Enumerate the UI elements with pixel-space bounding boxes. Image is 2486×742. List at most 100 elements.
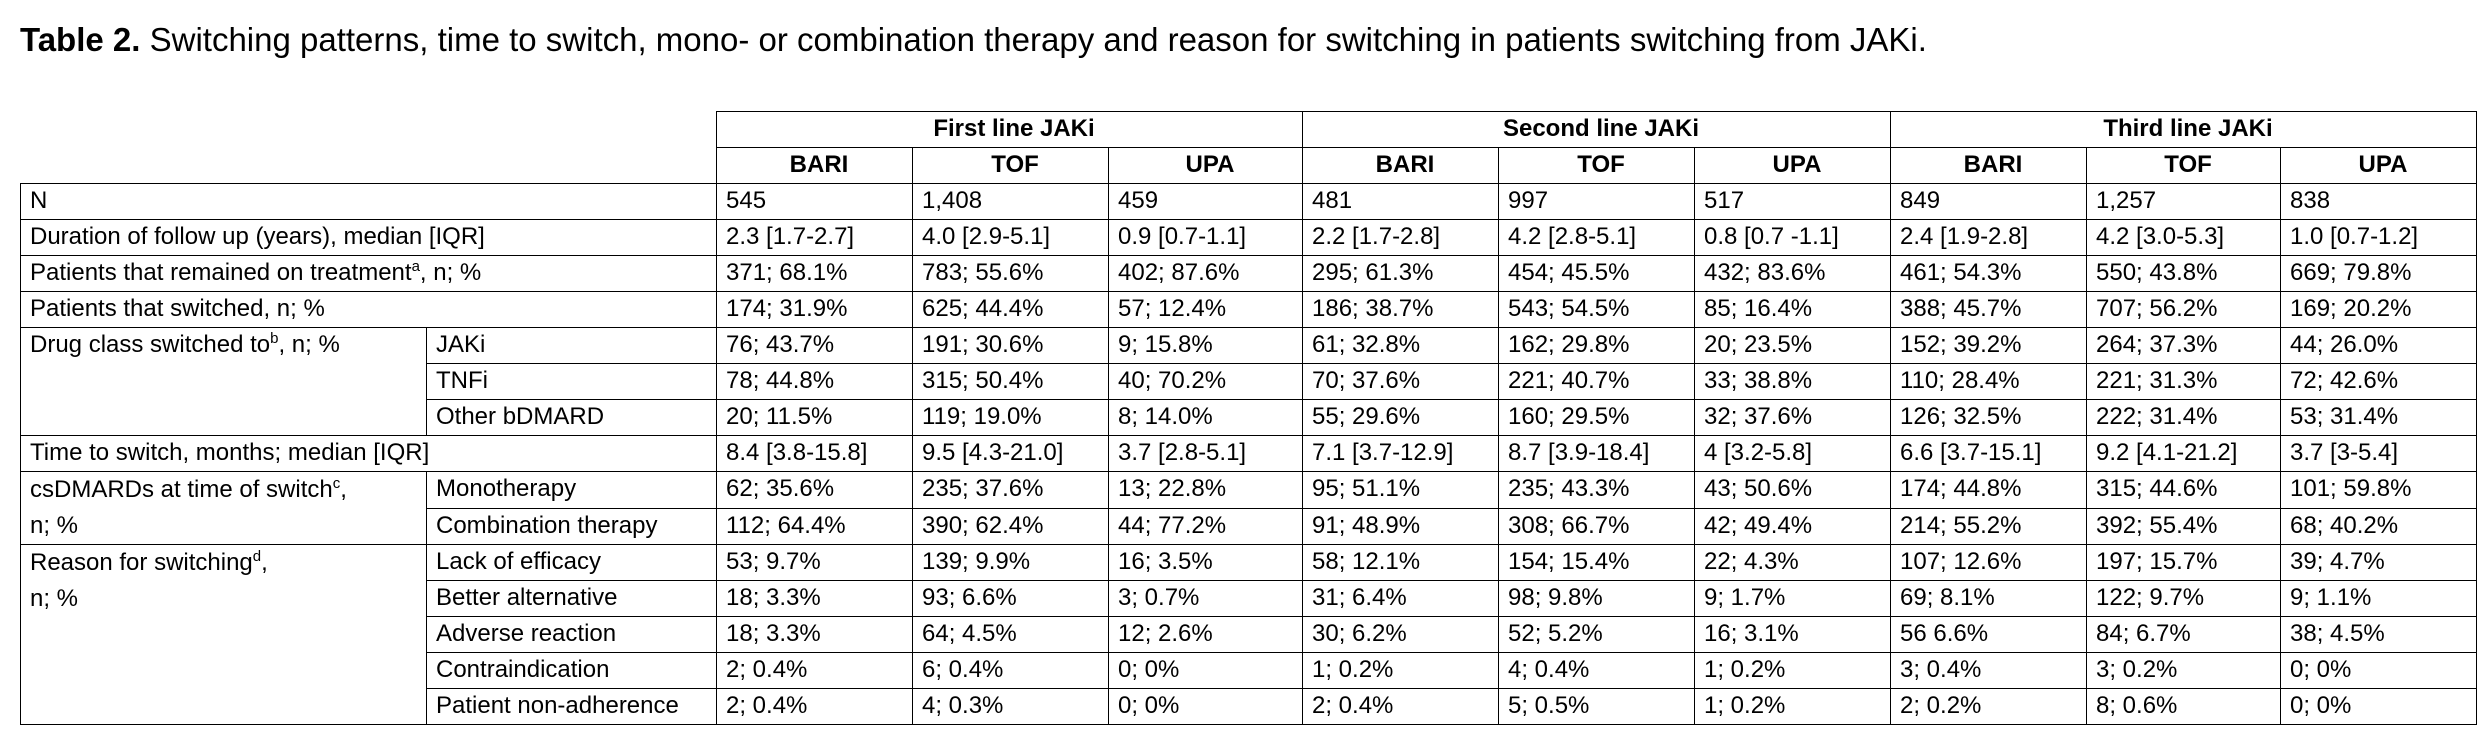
group-header: First line JAKi bbox=[716, 111, 1303, 148]
table-cell: 295; 61.3% bbox=[1302, 255, 1499, 292]
table-cell: 30; 6.2% bbox=[1302, 616, 1499, 653]
row-label-text: csDMARDs at time of switch bbox=[30, 476, 333, 503]
footnote-marker: d bbox=[252, 548, 262, 565]
table-cell: 20; 11.5% bbox=[716, 399, 913, 436]
table-cell: 0; 0% bbox=[1108, 652, 1303, 689]
table-cell: 669; 79.8% bbox=[2280, 255, 2477, 292]
table-cell: 13; 22.8% bbox=[1108, 471, 1303, 509]
table-cell: 2; 0.2% bbox=[1890, 688, 2087, 725]
row-follow-up: Duration of follow up (years), median [I… bbox=[20, 219, 2477, 256]
row-group-label: Drug class switched tob, n; % bbox=[20, 327, 427, 436]
row-label: Time to switch, months; median [IQR] bbox=[20, 435, 717, 472]
table-cell: 3; 0.2% bbox=[2086, 652, 2281, 689]
sub-row-label: Patient non-adherence bbox=[426, 688, 717, 725]
table-cell: 392; 55.4% bbox=[2086, 507, 2281, 545]
drug-header: UPA bbox=[2280, 147, 2477, 184]
row-label: Patients that remained on treatmenta, n;… bbox=[20, 255, 717, 292]
table-cell: 3; 0.7% bbox=[1108, 580, 1303, 617]
table-cell: 72; 42.6% bbox=[2280, 363, 2477, 400]
table-cell: 53; 9.7% bbox=[716, 544, 913, 581]
drug-header: BARI bbox=[716, 147, 913, 184]
table-cell: 8.7 [3.9-18.4] bbox=[1498, 435, 1695, 472]
table-cell: 214; 55.2% bbox=[1890, 507, 2087, 545]
table-cell: 107; 12.6% bbox=[1890, 544, 2087, 581]
table-cell: 3.7 [3-5.4] bbox=[2280, 435, 2477, 472]
row-remained: Patients that remained on treatmenta, n;… bbox=[20, 255, 2477, 292]
table-cell: 18; 3.3% bbox=[716, 580, 913, 617]
table-cell: 6.6 [3.7-15.1] bbox=[1890, 435, 2087, 472]
table-cell: 61; 32.8% bbox=[1302, 327, 1499, 364]
row-drug-class: TNFi 78; 44.8% 315; 50.4% 40; 70.2% 70; 37.6… bbox=[21, 363, 2477, 400]
table-cell: 98; 9.8% bbox=[1498, 580, 1695, 617]
table-cell: 371; 68.1% bbox=[716, 255, 913, 292]
table-cell: 70; 37.6% bbox=[1302, 363, 1499, 400]
table-cell: 31; 6.4% bbox=[1302, 580, 1499, 617]
row-group-label: Reason for switchingd, n; % bbox=[20, 544, 427, 725]
row-label: N bbox=[20, 183, 717, 220]
row-reason: Patient non-adherence 2; 0.4% 4; 0.3% 0; 0%… bbox=[21, 688, 2477, 725]
table-cell: 3; 0.4% bbox=[1890, 652, 2087, 689]
row-reason: Reason for switchingd, n; % Lack of effica… bbox=[20, 544, 2477, 725]
drug-header: UPA bbox=[1694, 147, 1891, 184]
table-cell: 481 bbox=[1302, 183, 1499, 220]
table-cell: 0.9 [0.7-1.1] bbox=[1108, 219, 1303, 256]
caption-text: Switching patterns, time to switch, mono… bbox=[140, 21, 1927, 58]
row-reason: Adverse reaction 18; 3.3% 64; 4.5% 12; 2.6%… bbox=[21, 616, 2477, 653]
row-switched: Patients that switched, n; % 174; 31.9% 62… bbox=[20, 291, 2477, 328]
table-cell: 4.2 [3.0-5.3] bbox=[2086, 219, 2281, 256]
table-cell: 76; 43.7% bbox=[716, 327, 913, 364]
table-cell: 52; 5.2% bbox=[1498, 616, 1695, 653]
drug-header: TOF bbox=[1498, 147, 1695, 184]
table-cell: 20; 23.5% bbox=[1694, 327, 1891, 364]
table-cell: 1; 0.2% bbox=[1694, 688, 1891, 725]
table-cell: 18; 3.3% bbox=[716, 616, 913, 653]
table-cell: 174; 31.9% bbox=[716, 291, 913, 328]
table-cell: 2.4 [1.9-2.8] bbox=[1890, 219, 2087, 256]
row-label-suffix: , n; % bbox=[419, 259, 482, 286]
row-label: Patients that switched, n; % bbox=[20, 291, 717, 328]
table-cell: 315; 44.6% bbox=[2086, 471, 2281, 509]
table-cell: 33; 38.8% bbox=[1694, 363, 1891, 400]
table-cell: 119; 19.0% bbox=[912, 399, 1109, 436]
row-label-suffix: , n; % bbox=[278, 331, 340, 358]
table-cell: 169; 20.2% bbox=[2280, 291, 2477, 328]
table-cell: 42; 49.4% bbox=[1694, 507, 1891, 545]
table-cell: 91; 48.9% bbox=[1302, 507, 1499, 545]
table-cell: 308; 66.7% bbox=[1498, 507, 1695, 545]
table-cell: 2; 0.4% bbox=[716, 652, 913, 689]
table-cell: 9; 15.8% bbox=[1108, 327, 1303, 364]
table-cell: 402; 87.6% bbox=[1108, 255, 1303, 292]
table-cell: 388; 45.7% bbox=[1890, 291, 2087, 328]
table-cell: 2.2 [1.7-2.8] bbox=[1302, 219, 1499, 256]
table-cell: 2; 0.4% bbox=[1302, 688, 1499, 725]
table-cell: 110; 28.4% bbox=[1890, 363, 2087, 400]
table-cell: 4; 0.4% bbox=[1498, 652, 1695, 689]
table-cell: 160; 29.5% bbox=[1498, 399, 1695, 436]
row-label-unit: n; % bbox=[30, 585, 79, 612]
table-cell: 186; 38.7% bbox=[1302, 291, 1499, 328]
table-cell: 139; 9.9% bbox=[912, 544, 1109, 581]
table-cell: 454; 45.5% bbox=[1498, 255, 1695, 292]
table-cell: 64; 4.5% bbox=[912, 616, 1109, 653]
table-cell: 55; 29.6% bbox=[1302, 399, 1499, 436]
table-cell: 43; 50.6% bbox=[1694, 471, 1891, 509]
row-time-to-switch: Time to switch, months; median [IQR] 8.4 … bbox=[20, 435, 2477, 472]
table-cell: 8.4 [3.8-15.8] bbox=[716, 435, 913, 472]
table-cell: 1; 0.2% bbox=[1694, 652, 1891, 689]
row-reason: Better alternative 18; 3.3% 93; 6.6% 3; 0.7… bbox=[21, 580, 2477, 617]
table-cell: 543; 54.5% bbox=[1498, 291, 1695, 328]
table-cell: 9.2 [4.1-21.2] bbox=[2086, 435, 2281, 472]
group-header: Second line JAKi bbox=[1302, 111, 1891, 148]
table-cell: 32; 37.6% bbox=[1694, 399, 1891, 436]
table-cell: 62; 35.6% bbox=[716, 471, 913, 509]
table-cell: 162; 29.8% bbox=[1498, 327, 1695, 364]
table-cell: 221; 40.7% bbox=[1498, 363, 1695, 400]
table-cell: 8; 0.6% bbox=[2086, 688, 2281, 725]
table-cell: 0; 0% bbox=[2280, 688, 2477, 725]
row-label-suffix: , bbox=[261, 549, 268, 576]
sub-row-label: Adverse reaction bbox=[426, 616, 717, 653]
table-cell: 16; 3.1% bbox=[1694, 616, 1891, 653]
table-cell: 0; 0% bbox=[2280, 652, 2477, 689]
table-cell: 3.7 [2.8-5.1] bbox=[1108, 435, 1303, 472]
table-cell: 56 6.6% bbox=[1890, 616, 2087, 653]
